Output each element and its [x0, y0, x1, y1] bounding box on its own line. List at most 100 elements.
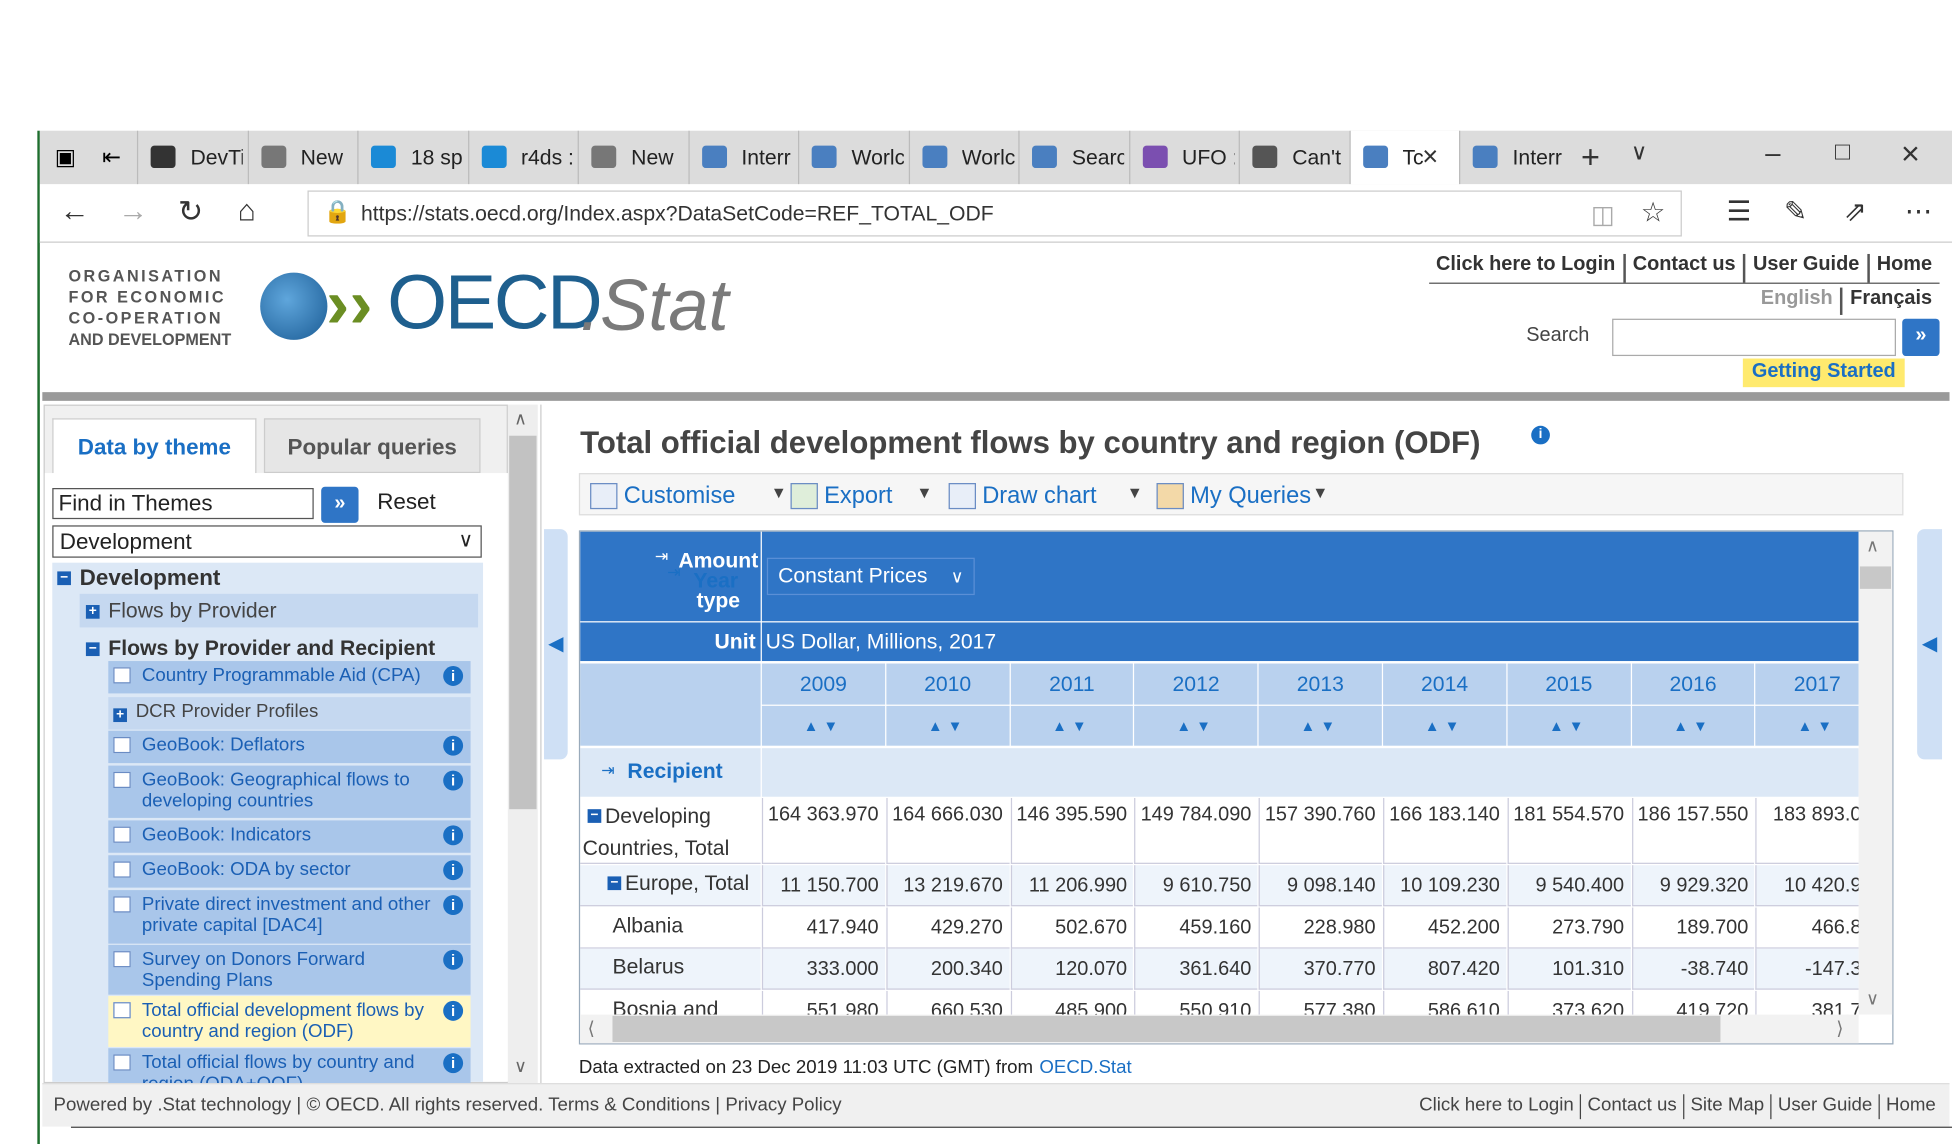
sort-buttons[interactable]: ▲▼: [1010, 705, 1134, 746]
browser-tab[interactable]: Worlc: [797, 130, 908, 185]
tab-list[interactable]: ∨: [1630, 139, 1648, 165]
collapse-icon[interactable]: −: [57, 571, 71, 586]
toolbar-label[interactable]: My Queries: [1190, 483, 1312, 510]
browser-tab[interactable]: Can't: [1238, 130, 1349, 185]
close[interactable]: ×: [1900, 134, 1920, 172]
tree-item-label[interactable]: Total official development flows by coun…: [141, 999, 424, 1042]
toolbar-label[interactable]: Customise: [623, 483, 736, 510]
toolbar-button[interactable]: Customise ▼: [588, 481, 787, 513]
year-column-header[interactable]: 2009: [761, 663, 885, 705]
logo-brand[interactable]: OECD: [387, 260, 603, 347]
tree-item-label[interactable]: GeoBook: ODA by sector: [141, 858, 351, 881]
tab-title[interactable]: Interr: [741, 145, 791, 170]
tab-title[interactable]: Worlc: [851, 145, 904, 170]
tab-title[interactable]: Interr: [1512, 145, 1562, 170]
toolbar-button[interactable]: Draw chart ▼: [946, 481, 1155, 513]
footer-link[interactable]: Click here to Login: [1413, 1094, 1582, 1120]
tree-item[interactable]: GeoBook: Deflators i: [108, 730, 471, 764]
icon[interactable]: ▣: [54, 144, 76, 170]
pivot-icon[interactable]: ⇥: [654, 546, 669, 566]
browser-tab[interactable]: Interr: [1459, 130, 1569, 185]
tree-branch[interactable]: Flows by Provider and Recipient: [108, 636, 436, 660]
toolbar-button[interactable]: My Queries ▼: [1154, 481, 1341, 513]
year-column-header[interactable]: 2010: [886, 663, 1010, 705]
info-icon[interactable]: i: [443, 895, 464, 916]
header-link[interactable]: User Guide: [1746, 253, 1870, 283]
collapse-right-panel[interactable]: ◀: [1917, 529, 1943, 760]
browser-tab[interactable]: Tc ×: [1348, 130, 1460, 185]
sort-buttons[interactable]: ▲▼: [1258, 705, 1382, 746]
language-link[interactable]: English: [1753, 287, 1843, 315]
year-column-header[interactable]: 2014: [1383, 663, 1507, 705]
tree-item[interactable]: + DCR Provider Profiles: [108, 697, 471, 730]
dropdown-arrow[interactable]: ▼: [1312, 483, 1329, 502]
footer-link[interactable]: Home: [1886, 1094, 1936, 1116]
new-tab[interactable]: +: [1581, 138, 1600, 176]
favorites[interactable]: ☰: [1726, 195, 1752, 227]
sort-buttons[interactable]: ▲▼: [886, 705, 1010, 746]
collapse-left-panel[interactable]: ◀: [544, 529, 568, 760]
tree-item-label[interactable]: DCR Provider Profiles: [135, 700, 319, 723]
menu[interactable]: ⋯: [1904, 195, 1933, 227]
footnote-link[interactable]: OECD.Stat: [1039, 1056, 1132, 1079]
reset-button[interactable]: Reset: [377, 489, 436, 515]
tree-item[interactable]: GeoBook: ODA by sector i: [108, 855, 471, 888]
toolbar-button[interactable]: Export ▼: [788, 481, 945, 513]
tree-item-label[interactable]: GeoBook: Geographical flows to developin…: [141, 769, 410, 812]
year-column-header[interactable]: 2013: [1258, 663, 1382, 705]
sort-buttons[interactable]: ▲▼: [1631, 705, 1755, 746]
pivot-icon[interactable]: ⇥: [667, 562, 681, 582]
scroll-up[interactable]: ∧: [1866, 535, 1879, 556]
theme-select[interactable]: Development ∨: [52, 525, 482, 558]
sort-buttons[interactable]: ▲▼: [1134, 705, 1258, 746]
collapse-icon[interactable]: −: [587, 809, 602, 823]
tab-title[interactable]: r4ds :: [520, 145, 574, 170]
search-button[interactable]: »: [1902, 318, 1940, 357]
toolbar-label[interactable]: Draw chart: [982, 483, 1097, 510]
tree-item-label[interactable]: Country Programmable Aid (CPA): [141, 664, 421, 686]
logo-globe[interactable]: [260, 272, 328, 340]
find-input[interactable]: Find in Themes: [52, 488, 314, 520]
info-icon[interactable]: i: [443, 1000, 464, 1021]
tree-item-label[interactable]: GeoBook: Indicators: [141, 824, 312, 846]
footer-link[interactable]: Contact us: [1581, 1094, 1685, 1120]
info-icon[interactable]: i: [443, 770, 464, 791]
search-input[interactable]: [1612, 318, 1896, 357]
logo-suffix[interactable]: .Stat: [580, 265, 729, 347]
expand-icon[interactable]: +: [85, 604, 100, 619]
find-button[interactable]: »: [321, 486, 359, 523]
scroll-left[interactable]: ⟨: [587, 1018, 595, 1040]
url-box[interactable]: 🔒 https://stats.oecd.org/Index.aspx?DataS…: [307, 190, 1682, 237]
year-column-header[interactable]: 2017: [1755, 663, 1859, 705]
tab-title[interactable]: Worlc: [961, 145, 1014, 170]
sort-buttons[interactable]: ▲▼: [1507, 705, 1631, 746]
tab-title[interactable]: New: [631, 145, 674, 170]
scroll-down[interactable]: ∨: [514, 1055, 527, 1076]
info-icon[interactable]: i: [443, 735, 464, 756]
pivot-icon[interactable]: ⇥: [601, 760, 615, 780]
tree-branch[interactable]: Flows by Provider: [108, 598, 277, 623]
scroll-down[interactable]: ∨: [1866, 988, 1879, 1009]
info-icon[interactable]: i: [443, 860, 464, 881]
dropdown-arrow[interactable]: ▼: [916, 483, 933, 502]
browser-tab[interactable]: UFO :: [1128, 130, 1239, 185]
tab-title[interactable]: Can't: [1292, 145, 1341, 170]
header-link[interactable]: Contact us: [1625, 253, 1746, 283]
tab-title[interactable]: UFO :: [1182, 145, 1235, 170]
tree-root[interactable]: Development: [79, 565, 221, 591]
info-icon[interactable]: i: [443, 949, 464, 970]
getting-started[interactable]: Getting Started: [1742, 358, 1905, 388]
expand-icon[interactable]: +: [113, 708, 127, 723]
tab-title[interactable]: DevTi: [190, 145, 243, 170]
minimize[interactable]: –: [1765, 136, 1781, 169]
browser-tab[interactable]: r4ds :: [467, 130, 577, 185]
browser-tab[interactable]: Interr: [687, 130, 798, 185]
sort-buttons[interactable]: ▲▼: [1755, 705, 1859, 746]
collapse-icon[interactable]: −: [607, 876, 622, 891]
year-column-header[interactable]: 2015: [1507, 663, 1631, 705]
footer-link[interactable]: Site Map: [1684, 1094, 1772, 1120]
reading-view[interactable]: ◫: [1590, 201, 1615, 230]
share[interactable]: ⇗: [1843, 195, 1867, 227]
year-column-header[interactable]: 2016: [1631, 663, 1755, 705]
maximize[interactable]: □: [1834, 138, 1851, 166]
